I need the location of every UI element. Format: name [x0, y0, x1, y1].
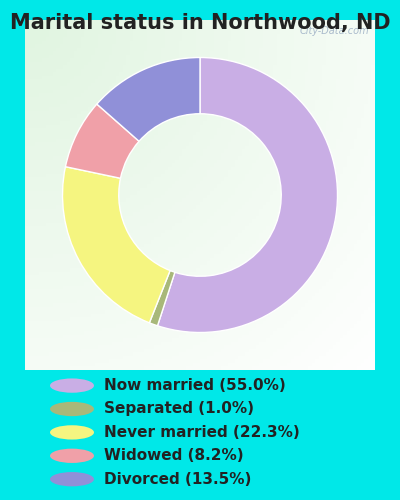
Circle shape: [50, 472, 94, 486]
Text: Widowed (8.2%): Widowed (8.2%): [104, 448, 244, 464]
Text: Now married (55.0%): Now married (55.0%): [104, 378, 286, 393]
Wedge shape: [66, 104, 139, 178]
Wedge shape: [97, 58, 200, 142]
Circle shape: [50, 425, 94, 440]
Text: City-Data.com: City-Data.com: [299, 26, 369, 36]
Text: Separated (1.0%): Separated (1.0%): [104, 402, 254, 416]
Wedge shape: [158, 58, 338, 332]
Text: Divorced (13.5%): Divorced (13.5%): [104, 472, 251, 486]
Wedge shape: [149, 270, 175, 326]
Circle shape: [50, 402, 94, 416]
Text: Never married (22.3%): Never married (22.3%): [104, 425, 300, 440]
Text: Marital status in Northwood, ND: Marital status in Northwood, ND: [10, 12, 390, 32]
Circle shape: [50, 448, 94, 463]
Wedge shape: [62, 166, 170, 323]
Circle shape: [50, 378, 94, 393]
